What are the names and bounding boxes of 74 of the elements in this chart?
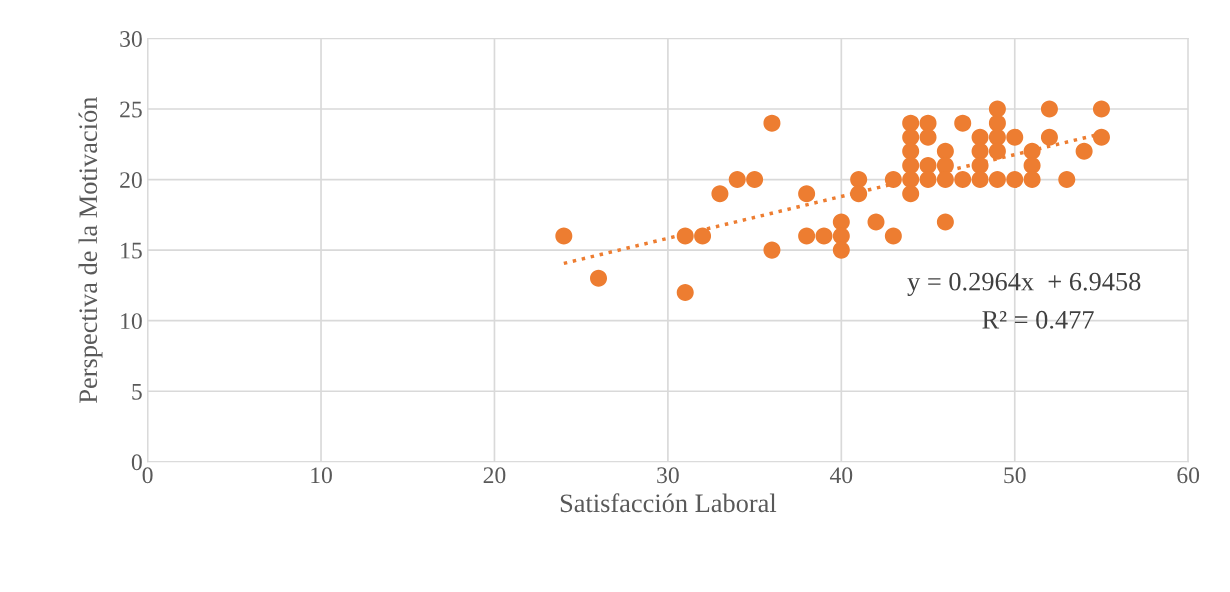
- point: [936, 171, 954, 189]
- point: [694, 227, 712, 245]
- point: [590, 269, 608, 287]
- x-tick-label: 60: [1177, 467, 1200, 484]
- point: [971, 156, 989, 174]
- point: [832, 241, 850, 259]
- point: [936, 142, 954, 160]
- y-tick-label: 30: [120, 30, 142, 47]
- point: [936, 156, 954, 174]
- point: [763, 114, 781, 132]
- point: [919, 171, 937, 189]
- x-tick-label: 50: [1004, 467, 1026, 484]
- y-tick-label: 10: [121, 313, 142, 330]
- point: [711, 185, 729, 203]
- point: [763, 241, 781, 259]
- point: [936, 213, 954, 231]
- point: [1092, 128, 1110, 146]
- point: [902, 171, 920, 189]
- y-tick-label: 20: [120, 172, 142, 188]
- point: [988, 114, 1006, 132]
- point: [902, 114, 920, 132]
- point: [1023, 156, 1041, 174]
- annotation: y = 0.2964x + 6.9458: [907, 272, 1141, 296]
- point: [798, 185, 816, 203]
- point: [1023, 142, 1041, 160]
- point: [676, 227, 694, 245]
- y-tick-label: 0: [131, 454, 142, 471]
- x-tick-label: 0: [142, 467, 153, 484]
- point: [954, 171, 972, 189]
- point: [971, 142, 989, 160]
- point: [902, 142, 920, 160]
- point: [902, 156, 920, 174]
- point: [988, 171, 1006, 189]
- x-tick-label: 10: [311, 467, 332, 484]
- point: [850, 171, 868, 189]
- annotation: R² = 0.477: [982, 310, 1094, 329]
- x-tick-label: 20: [483, 467, 506, 484]
- point: [902, 128, 920, 146]
- point: [867, 213, 885, 231]
- point: [1092, 100, 1110, 118]
- point: [832, 213, 850, 231]
- point: [728, 171, 746, 189]
- point: [676, 283, 694, 301]
- point: [815, 227, 833, 245]
- point: [884, 227, 902, 245]
- y-tick-label: 15: [121, 242, 142, 259]
- x-tick-label: 30: [657, 467, 679, 484]
- point: [1058, 171, 1076, 189]
- point: [1040, 128, 1058, 146]
- y-tick-label: 5: [132, 383, 142, 400]
- point: [1040, 100, 1058, 118]
- point: [902, 185, 920, 203]
- point: [884, 171, 902, 189]
- point: [1023, 171, 1041, 189]
- point: [850, 185, 868, 203]
- point: [746, 171, 764, 189]
- point: [555, 227, 573, 245]
- point: [832, 227, 850, 245]
- y-axis-title: Perspectiva de la Motivación: [78, 97, 103, 403]
- point: [919, 128, 937, 146]
- point: [971, 128, 989, 146]
- point: [1006, 128, 1024, 146]
- x-tick-label: 40: [829, 467, 853, 484]
- x-axis-title: Satisfacción Laboral: [560, 493, 777, 513]
- point: [988, 100, 1006, 118]
- point: [988, 142, 1006, 160]
- point: [954, 114, 972, 132]
- point: [1075, 142, 1093, 160]
- point: [919, 156, 937, 174]
- y-tick-label: 25: [120, 101, 142, 118]
- point: [971, 171, 989, 189]
- point: [798, 227, 816, 245]
- point: [988, 128, 1006, 146]
- point: [1006, 171, 1024, 189]
